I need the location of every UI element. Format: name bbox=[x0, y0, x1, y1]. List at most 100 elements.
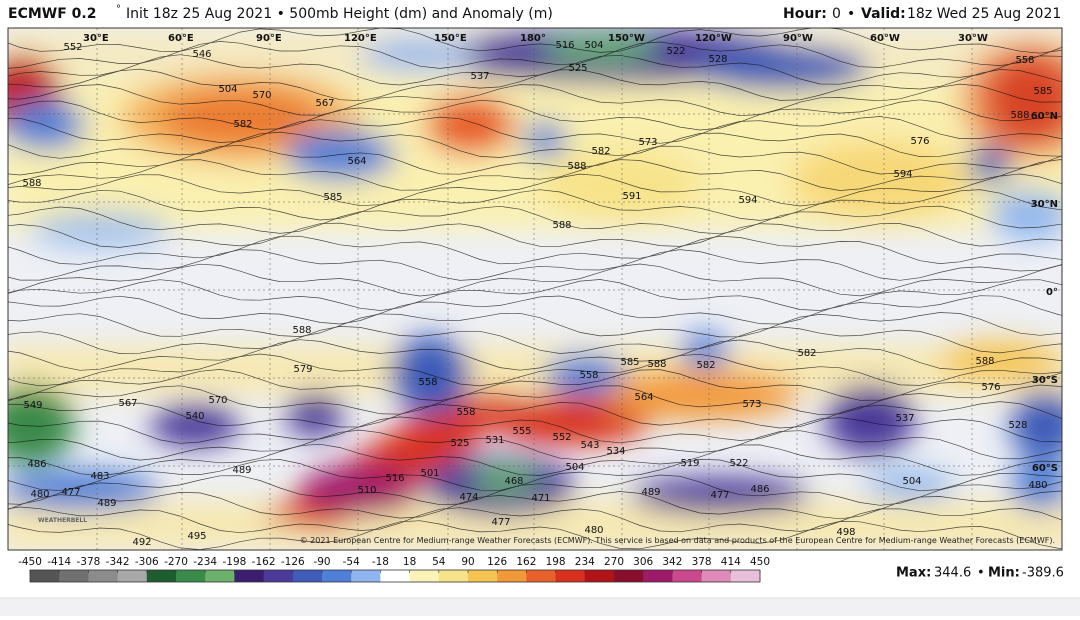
lat-label: 0° bbox=[1046, 287, 1058, 298]
separator: • bbox=[977, 566, 985, 581]
coordinate-labels: 30°E 60°E 90°E 120°E 150°E 180° 150°W 120°W 90°W… bbox=[83, 33, 1058, 474]
colorbar-tick-label: -234 bbox=[193, 556, 217, 568]
colorbar-swatch bbox=[351, 570, 381, 582]
contour-labels: 552 546 504 570 567 582 564 585 588 537 516 504 525 5… bbox=[22, 40, 1052, 548]
contour-label: 486 bbox=[27, 459, 46, 470]
contour-label: 591 bbox=[622, 191, 641, 202]
colorbar-swatch bbox=[730, 570, 761, 582]
contour-label: 552 bbox=[63, 42, 82, 53]
contour-label: 588 bbox=[567, 161, 586, 172]
valid-label: Valid: bbox=[861, 6, 906, 22]
colorbar-swatch bbox=[234, 570, 265, 582]
lon-label: 120°E bbox=[344, 33, 377, 44]
colorbar-tick-label: 234 bbox=[575, 556, 595, 568]
colorbar-tick-label: -126 bbox=[281, 556, 305, 568]
contour-label: 498 bbox=[836, 527, 855, 538]
model: ECMWF 0.2 bbox=[8, 6, 96, 22]
separator: • bbox=[847, 6, 855, 22]
contour-line bbox=[8, 249, 1062, 281]
lon-label: 60°W bbox=[870, 33, 900, 44]
copyright: © 2021 European Centre for Medium-range … bbox=[300, 536, 1055, 545]
colorbar-swatch bbox=[526, 570, 557, 582]
colorbar-tick-label: 378 bbox=[692, 556, 712, 568]
contour-label: 522 bbox=[729, 458, 748, 469]
lon-label: 120°W bbox=[695, 33, 732, 44]
contour-label: 588 bbox=[975, 356, 994, 367]
colorbar-swatch bbox=[497, 570, 527, 582]
contour-label: 504 bbox=[584, 40, 603, 51]
colorbar-swatch bbox=[263, 570, 294, 582]
contour-label: 582 bbox=[696, 360, 715, 371]
contour-label: 516 bbox=[385, 473, 404, 484]
contour-label: 567 bbox=[315, 98, 334, 109]
colorbar-swatch bbox=[205, 570, 235, 582]
colorbar-tick-label: 414 bbox=[721, 556, 741, 568]
colorbar-swatch bbox=[672, 570, 703, 582]
contour-label: 477 bbox=[61, 487, 80, 498]
lon-label: 150°W bbox=[608, 33, 645, 44]
contour-label: 570 bbox=[208, 395, 227, 406]
map-frame bbox=[7, 27, 1063, 551]
contour-label: 546 bbox=[192, 49, 211, 60]
contour-label: 528 bbox=[708, 54, 727, 65]
colorbar-tick-label: -450 bbox=[18, 556, 42, 568]
lon-label: 30°E bbox=[83, 33, 109, 44]
valid: 18z Wed 25 Aug 2021 bbox=[907, 6, 1061, 22]
contour-line bbox=[8, 339, 1062, 371]
contour-label: 480 bbox=[30, 489, 49, 500]
contour-line bbox=[8, 353, 1062, 387]
colorbar-swatch bbox=[701, 570, 732, 582]
contour-line bbox=[8, 263, 1062, 297]
contour-line bbox=[8, 99, 1062, 131]
lon-label: 180° bbox=[520, 33, 546, 44]
lon-label: 90°W bbox=[783, 33, 813, 44]
lon-label: 150°E bbox=[434, 33, 467, 44]
contour-label: 468 bbox=[504, 476, 523, 487]
contour-line bbox=[8, 131, 1062, 159]
contour-label: 585 bbox=[1033, 86, 1052, 97]
contour-line bbox=[8, 401, 1062, 429]
contour-label: 588 bbox=[1010, 110, 1029, 121]
header: ECMWF 0.2 ° Init 18z 25 Aug 2021 • 500mb… bbox=[8, 4, 1061, 22]
lat-label: 60°N bbox=[1031, 111, 1058, 122]
contour-label: 579 bbox=[293, 364, 312, 375]
contour-line bbox=[8, 295, 1062, 325]
contour-label: 537 bbox=[895, 413, 914, 424]
contour-label: 486 bbox=[750, 484, 769, 495]
contour-label: 570 bbox=[252, 90, 271, 101]
contour-label: 471 bbox=[531, 493, 550, 504]
contour-label: 573 bbox=[742, 399, 761, 410]
model-unit: ° bbox=[116, 4, 121, 15]
contour-label: 483 bbox=[90, 471, 109, 482]
contour-line bbox=[8, 83, 1062, 117]
contour-label: 528 bbox=[1008, 420, 1027, 431]
bottom-bar bbox=[0, 598, 1080, 616]
contour-label: 543 bbox=[580, 440, 599, 451]
contour-label: 594 bbox=[738, 195, 757, 206]
contour-label: 477 bbox=[491, 517, 510, 528]
contour-label: 492 bbox=[132, 537, 151, 548]
contour-label: 504 bbox=[565, 462, 584, 473]
contour-label: 480 bbox=[1028, 480, 1047, 491]
contour-label: 555 bbox=[512, 426, 531, 437]
contour-label: 576 bbox=[981, 382, 1000, 393]
contour-line bbox=[8, 506, 1062, 534]
colorbar-tick-label: -378 bbox=[76, 556, 100, 568]
contour-label: 489 bbox=[641, 487, 660, 498]
logo: WEATHERBELL bbox=[38, 517, 87, 524]
colorbar-swatch bbox=[322, 570, 352, 582]
colorbar-tick-label: -162 bbox=[252, 556, 276, 568]
contour-label: 477 bbox=[710, 490, 729, 501]
contour-label: 516 bbox=[555, 40, 574, 51]
contour-label: 573 bbox=[638, 137, 657, 148]
colorbar-tick-label: -306 bbox=[135, 556, 159, 568]
hour: 0 bbox=[832, 6, 841, 22]
contour-label: 588 bbox=[22, 178, 41, 189]
lon-label: 60°E bbox=[168, 33, 194, 44]
contour-label: 489 bbox=[97, 498, 116, 509]
contour-label: 501 bbox=[420, 468, 439, 479]
contour-line bbox=[8, 279, 1062, 311]
colorbar-swatch bbox=[292, 570, 323, 582]
colorbar-swatch bbox=[117, 570, 148, 582]
